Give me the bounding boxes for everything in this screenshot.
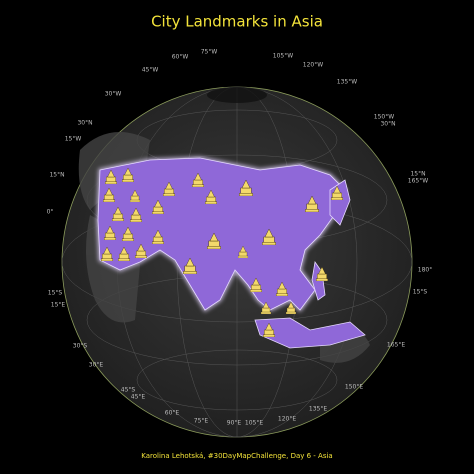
graticule-label: 15°W <box>65 136 82 143</box>
graticule-label: 30°E <box>89 362 104 369</box>
graticule-label: 60°E <box>165 410 180 417</box>
graticule-label: 15°S <box>48 290 63 297</box>
graticule-label: 60°W <box>172 54 189 61</box>
graticule-label: 45°E <box>131 394 146 401</box>
graticule-label: 15°N <box>49 172 64 179</box>
graticule-label: 15°N <box>410 171 425 178</box>
graticule-label: 75°W <box>201 49 218 56</box>
graticule-label: 120°W <box>303 62 323 69</box>
title: City Landmarks in Asia <box>151 13 323 31</box>
graticule-label: 15°E <box>51 302 66 309</box>
graticule-label: 120°E <box>278 416 296 423</box>
caption: Karolina Lehotská, #30DayMapChallenge, D… <box>141 452 332 460</box>
graticule-label: 90°E <box>227 420 242 427</box>
graticule-label: 45°S <box>121 387 136 394</box>
graticule-label: 30°N <box>77 120 92 127</box>
graticule-label: 75°E <box>194 418 209 425</box>
graticule-label: 105°W <box>273 53 293 60</box>
graticule-label: 45°W <box>142 67 159 74</box>
graticule-label: 30°S <box>73 343 88 350</box>
graticule-label: 180° <box>418 267 432 274</box>
graticule-label: 165°E <box>387 342 405 349</box>
graticule-label: 105°E <box>245 420 263 427</box>
asia <box>96 156 366 349</box>
graticule-label: 165°W <box>408 178 428 185</box>
graticule-label: 30°N <box>380 121 395 128</box>
graticule-label: 15°S <box>413 289 428 296</box>
graticule-label: 30°W <box>105 91 122 98</box>
graticule-label: 135°W <box>337 79 357 86</box>
graticule-label: 150°E <box>345 384 363 391</box>
graticule-label: 150°W <box>374 114 394 121</box>
graticule-label: 0° <box>47 209 54 216</box>
graticule-label: 135°E <box>309 406 327 413</box>
